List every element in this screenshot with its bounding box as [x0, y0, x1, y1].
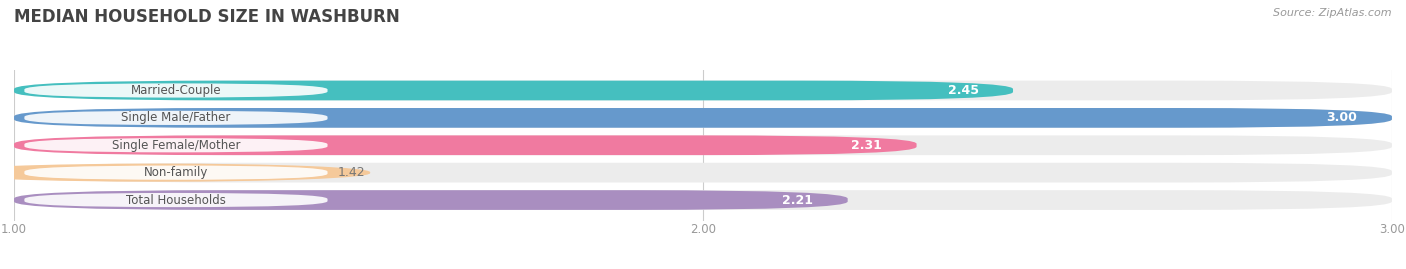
- FancyBboxPatch shape: [14, 190, 848, 210]
- Text: 2.21: 2.21: [782, 193, 813, 207]
- Text: Single Female/Mother: Single Female/Mother: [111, 139, 240, 152]
- FancyBboxPatch shape: [14, 108, 1392, 128]
- FancyBboxPatch shape: [24, 111, 328, 125]
- FancyBboxPatch shape: [24, 138, 328, 152]
- Circle shape: [0, 164, 370, 181]
- FancyBboxPatch shape: [27, 81, 1392, 100]
- Text: Non-family: Non-family: [143, 166, 208, 179]
- Text: Total Households: Total Households: [127, 193, 226, 207]
- Text: Married-Couple: Married-Couple: [131, 84, 221, 97]
- FancyBboxPatch shape: [24, 193, 328, 207]
- FancyBboxPatch shape: [14, 81, 1014, 100]
- Text: 1.42: 1.42: [337, 166, 366, 179]
- Text: 3.00: 3.00: [1327, 111, 1358, 124]
- FancyBboxPatch shape: [27, 190, 1392, 210]
- Text: 2.31: 2.31: [851, 139, 882, 152]
- Text: Single Male/Father: Single Male/Father: [121, 111, 231, 124]
- FancyBboxPatch shape: [27, 135, 1392, 155]
- Text: MEDIAN HOUSEHOLD SIZE IN WASHBURN: MEDIAN HOUSEHOLD SIZE IN WASHBURN: [14, 8, 399, 26]
- Text: 2.45: 2.45: [948, 84, 979, 97]
- FancyBboxPatch shape: [24, 165, 328, 180]
- Text: Source: ZipAtlas.com: Source: ZipAtlas.com: [1274, 8, 1392, 18]
- FancyBboxPatch shape: [14, 135, 917, 155]
- FancyBboxPatch shape: [24, 83, 328, 98]
- FancyBboxPatch shape: [27, 163, 1392, 182]
- FancyBboxPatch shape: [27, 108, 1392, 128]
